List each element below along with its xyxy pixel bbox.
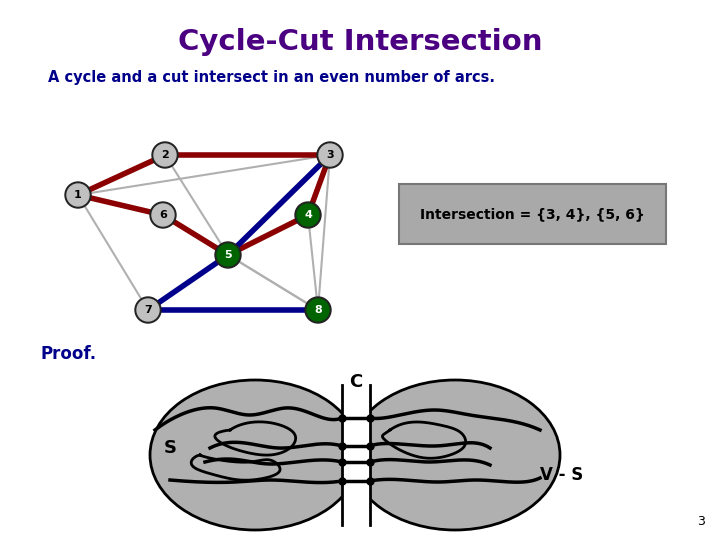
Ellipse shape (150, 380, 360, 530)
FancyBboxPatch shape (399, 184, 666, 244)
Text: 2: 2 (161, 150, 169, 160)
Text: A cycle and a cut intersect in an even number of arcs.: A cycle and a cut intersect in an even n… (48, 70, 495, 85)
Circle shape (152, 204, 174, 226)
Circle shape (317, 142, 343, 168)
Text: 8: 8 (314, 305, 322, 315)
Circle shape (215, 242, 241, 268)
Circle shape (319, 144, 341, 166)
Circle shape (154, 144, 176, 166)
Text: 1: 1 (74, 190, 82, 200)
Circle shape (152, 142, 178, 168)
Circle shape (67, 184, 89, 206)
Text: 4: 4 (304, 210, 312, 220)
Circle shape (65, 182, 91, 208)
Text: 3: 3 (326, 150, 334, 160)
Circle shape (137, 299, 159, 321)
Circle shape (217, 244, 239, 266)
Ellipse shape (350, 380, 560, 530)
Text: Proof.: Proof. (40, 345, 96, 363)
Circle shape (135, 297, 161, 323)
Text: V - S: V - S (540, 466, 583, 484)
Text: S: S (163, 439, 176, 457)
Text: 6: 6 (159, 210, 167, 220)
Text: 5: 5 (224, 250, 232, 260)
Text: 3: 3 (697, 515, 705, 528)
Text: 7: 7 (144, 305, 152, 315)
Text: Cycle-Cut Intersection: Cycle-Cut Intersection (178, 28, 542, 56)
Circle shape (150, 202, 176, 228)
Circle shape (307, 299, 329, 321)
Circle shape (305, 297, 331, 323)
Text: Intersection = {3, 4}, {5, 6}: Intersection = {3, 4}, {5, 6} (420, 207, 645, 221)
Text: C: C (349, 373, 363, 391)
Circle shape (295, 202, 321, 228)
Bar (342, 383, 370, 527)
Circle shape (297, 204, 319, 226)
